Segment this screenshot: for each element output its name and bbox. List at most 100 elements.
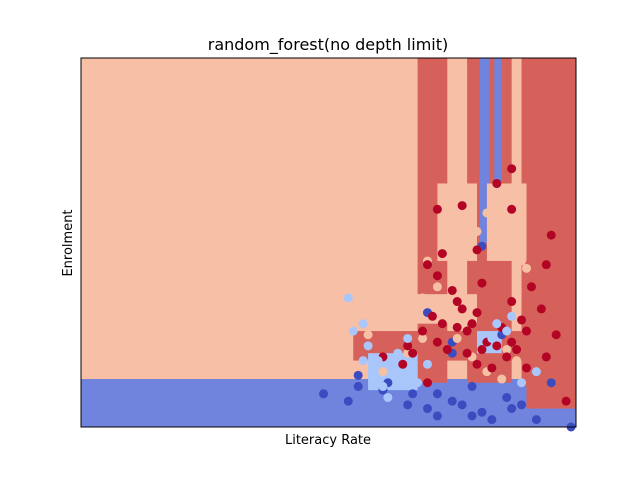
data-point-class-2 (517, 315, 527, 325)
data-point-class-2 (398, 359, 408, 369)
data-point-class-1 (457, 245, 467, 255)
data-point-class-0 (531, 415, 541, 425)
data-point-class-1 (348, 311, 358, 321)
data-point-class-0 (467, 381, 477, 391)
chart-title: random_forest(no depth limit) (208, 35, 449, 55)
data-point-class-1 (482, 208, 492, 218)
data-point-class-3 (368, 370, 378, 380)
data-point-class-2 (427, 311, 437, 321)
data-point-class-3 (423, 359, 432, 369)
data-point-class-0 (457, 400, 467, 410)
data-point-class-2 (541, 260, 551, 270)
data-point-class-2 (467, 319, 477, 329)
data-point-class-1 (462, 215, 472, 225)
data-point-class-3 (343, 293, 353, 303)
data-point-class-1 (418, 333, 428, 343)
data-point-class-2 (457, 304, 467, 314)
data-point-class-3 (363, 341, 373, 351)
data-point-class-3 (358, 319, 368, 329)
series-class-1 (324, 193, 531, 384)
data-point-class-3 (378, 381, 388, 391)
data-point-class-1 (507, 193, 517, 203)
y-axis-label: Enrolment (61, 209, 76, 276)
data-point-class-2 (477, 278, 487, 288)
data-point-class-2 (442, 345, 452, 355)
data-point-class-1 (378, 367, 388, 377)
decision-region-class-1 (486, 183, 527, 261)
data-point-class-2 (432, 337, 442, 347)
data-point-class-2 (472, 245, 482, 255)
data-point-class-1 (418, 293, 428, 303)
decision-region-class-0 (479, 58, 490, 243)
data-point-class-1 (452, 333, 462, 343)
data-point-class-1 (522, 263, 531, 273)
data-point-class-2 (541, 352, 551, 362)
data-point-class-2 (432, 271, 442, 281)
data-point-class-0 (408, 389, 418, 399)
x-axis-label: Literacy Rate (285, 433, 371, 448)
data-point-class-2 (502, 352, 512, 362)
data-point-class-2 (423, 260, 432, 270)
data-point-class-0 (477, 407, 487, 417)
data-point-class-3 (393, 348, 403, 358)
plot-frame (80, 57, 577, 428)
data-point-class-0 (447, 396, 457, 406)
data-point-class-2 (408, 348, 418, 358)
data-point-class-1 (512, 356, 522, 366)
data-point-class-1 (432, 282, 442, 292)
data-point-class-0 (423, 404, 432, 414)
data-points (319, 164, 576, 432)
data-point-class-2 (462, 326, 472, 336)
data-point-class-0 (403, 400, 413, 410)
data-point-class-3 (492, 319, 502, 329)
data-point-class-2 (487, 363, 497, 373)
data-point-class-1 (393, 260, 403, 270)
series-class-3 (343, 293, 541, 402)
data-point-class-0 (432, 389, 442, 399)
data-point-class-1 (502, 345, 512, 355)
data-point-class-2 (472, 308, 482, 318)
data-point-class-1 (383, 300, 393, 310)
data-point-class-2 (551, 330, 561, 340)
data-point-class-3 (531, 367, 541, 377)
data-point-class-2 (507, 337, 517, 347)
series-class-2 (378, 164, 571, 406)
data-point-class-1 (324, 367, 333, 377)
data-point-class-0 (487, 415, 497, 425)
data-point-class-0 (546, 378, 556, 388)
data-point-class-2 (536, 304, 546, 314)
data-point-class-2 (447, 285, 457, 295)
data-point-class-2 (522, 326, 531, 336)
data-point-class-2 (522, 363, 531, 373)
data-point-class-0 (319, 389, 329, 399)
data-point-class-2 (507, 164, 517, 174)
data-point-class-1 (338, 337, 348, 347)
data-point-class-0 (507, 404, 517, 414)
data-point-class-2 (526, 282, 536, 292)
data-point-class-0 (343, 396, 353, 406)
decision-region-class-0 (494, 58, 502, 188)
data-point-class-2 (546, 230, 556, 240)
data-point-class-3 (507, 311, 517, 321)
data-point-class-1 (497, 374, 507, 384)
data-point-class-3 (383, 392, 393, 402)
data-point-class-2 (403, 341, 413, 351)
data-point-class-1 (373, 282, 383, 292)
data-point-class-0 (517, 400, 527, 410)
data-point-class-0 (467, 411, 477, 421)
data-point-class-2 (492, 341, 502, 351)
data-point-class-3 (388, 370, 398, 380)
data-point-class-3 (487, 333, 497, 343)
data-point-class-1 (492, 201, 502, 211)
data-point-class-0 (432, 411, 442, 421)
data-point-class-0 (353, 381, 363, 391)
data-point-class-3 (373, 356, 383, 366)
data-point-class-3 (413, 378, 423, 388)
data-point-class-1 (358, 289, 368, 299)
data-point-class-2 (432, 204, 442, 214)
data-point-class-2 (452, 297, 462, 307)
data-point-class-2 (492, 178, 502, 188)
data-point-class-2 (507, 297, 517, 307)
data-point-class-1 (403, 311, 413, 321)
